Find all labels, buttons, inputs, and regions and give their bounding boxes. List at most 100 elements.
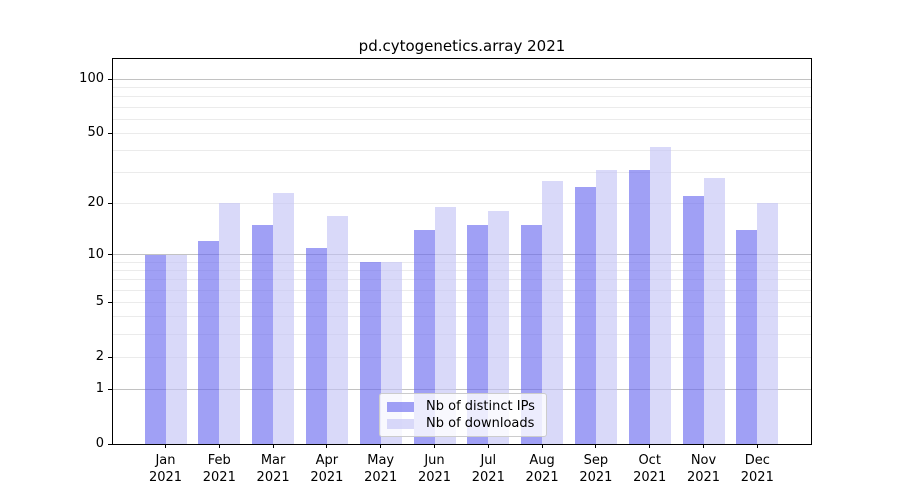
y-tick-label-2: 2 — [95, 349, 104, 365]
chart-title: pd.cytogenetics.array 2021 — [358, 37, 566, 55]
x-tick-year: 2021 — [417, 470, 452, 485]
x-tick-label-aug: Aug 2021 — [510, 452, 574, 486]
bar-ips-feb — [198, 241, 220, 444]
x-tick-month: Feb — [207, 453, 231, 468]
x-tick-mark-jun — [434, 444, 435, 448]
y-tick-label-10: 10 — [87, 246, 104, 262]
minor-gridline-5 — [113, 301, 811, 303]
x-tick-mark-apr — [326, 444, 328, 448]
bar-ips-aug — [521, 224, 543, 444]
y-tick-mark-1 — [108, 388, 112, 390]
x-tick-mark-mar — [272, 444, 274, 448]
y-tick-label-0: 0 — [95, 436, 104, 451]
bar-downloads-jul — [488, 211, 510, 444]
x-tick-year: 2021 — [633, 470, 667, 485]
y-tick-mark-10 — [108, 254, 112, 256]
minor-gridline-90 — [113, 87, 811, 89]
bar-ips-dec — [736, 230, 758, 444]
x-tick-year: 2021 — [471, 470, 505, 485]
bar-downloads-jun — [434, 207, 456, 444]
x-tick-year: 2021 — [148, 470, 183, 485]
legend: Nb of distinct IPs Nb of downloads — [379, 393, 547, 437]
x-tick-year: 2021 — [256, 470, 290, 485]
legend-label-downloads: Nb of downloads — [426, 416, 535, 431]
x-tick-mark-may — [380, 444, 382, 448]
x-tick-month: May — [367, 453, 395, 468]
minor-gridline-40 — [113, 150, 811, 152]
minor-gridline-60 — [113, 118, 811, 120]
x-tick-month: Jul — [480, 453, 497, 468]
minor-gridline-9 — [113, 261, 811, 263]
y-tick-mark-5 — [108, 301, 112, 303]
x-tick-month: Nov — [690, 453, 717, 468]
x-tick-label-feb: Feb 2021 — [187, 452, 251, 486]
legend-swatch-distinct-ips — [387, 401, 414, 412]
plot-area: Nb of distinct IPs Nb of downloads — [112, 58, 812, 445]
x-tick-month: Apr — [315, 453, 339, 468]
bar-ips-jan — [144, 254, 166, 444]
x-tick-mark-nov — [703, 444, 704, 448]
x-tick-month: Aug — [529, 453, 555, 468]
bar-downloads-mar — [273, 192, 295, 444]
minor-gridline-30 — [113, 172, 811, 174]
minor-gridline-20 — [113, 202, 811, 204]
minor-gridline-4 — [113, 316, 811, 318]
x-tick-month: Jan — [155, 453, 176, 468]
major-gridline-100 — [113, 78, 811, 80]
x-tick-mark-oct — [649, 444, 651, 448]
minor-gridline-8 — [113, 269, 811, 271]
legend-label-distinct-ips: Nb of distinct IPs — [426, 399, 535, 414]
bar-downloads-feb — [219, 203, 241, 444]
bar-downloads-apr — [326, 215, 348, 444]
bar-ips-apr — [305, 247, 327, 444]
x-tick-mark-dec — [756, 444, 758, 448]
y-tick-mark-2 — [108, 356, 112, 358]
y-tick-label-1: 1 — [95, 381, 104, 397]
x-tick-year: 2021 — [364, 470, 398, 485]
x-tick-month: Sep — [583, 453, 609, 468]
bar-downloads-oct — [649, 146, 671, 444]
y-tick-mark-20 — [108, 202, 112, 204]
y-tick-mark-50 — [108, 132, 112, 134]
bar-downloads-aug — [542, 180, 564, 444]
x-tick-mark-sep — [595, 444, 597, 448]
x-tick-mark-aug — [541, 444, 543, 448]
bar-downloads-dec — [757, 203, 779, 444]
y-tick-label-50: 50 — [87, 125, 104, 141]
bar-ips-may — [359, 262, 381, 444]
x-tick-mark-jul — [487, 444, 489, 448]
minor-gridline-6 — [113, 289, 811, 291]
bar-downloads-sep — [595, 170, 617, 444]
minor-gridline-3 — [113, 333, 811, 335]
bar-ips-jun — [413, 230, 435, 444]
legend-entry-downloads: Nb of downloads — [387, 415, 538, 432]
x-tick-year: 2021 — [740, 470, 774, 485]
x-tick-label-oct: Oct 2021 — [618, 452, 682, 486]
major-gridline-1 — [113, 388, 811, 390]
minor-gridline-7 — [113, 279, 811, 281]
minor-gridline-80 — [113, 96, 811, 98]
x-tick-label-mar: Mar 2021 — [241, 452, 305, 486]
x-tick-year: 2021 — [686, 470, 721, 485]
legend-entry-distinct-ips: Nb of distinct IPs — [387, 398, 538, 415]
bar-ips-mar — [252, 224, 274, 444]
x-tick-label-nov: Nov 2021 — [672, 452, 736, 486]
x-tick-label-jun: Jun 2021 — [403, 452, 467, 486]
x-tick-label-dec: Dec 2021 — [725, 452, 789, 486]
x-tick-year: 2021 — [525, 470, 559, 485]
legend-swatch-downloads — [387, 418, 414, 429]
x-tick-year: 2021 — [310, 470, 344, 485]
y-tick-label-20: 20 — [87, 195, 104, 211]
y-tick-label-100: 100 — [79, 71, 104, 87]
x-tick-month: Dec — [744, 453, 770, 468]
minor-gridline-70 — [113, 106, 811, 108]
y-tick-mark-0 — [108, 443, 112, 445]
x-tick-label-sep: Sep 2021 — [564, 452, 628, 486]
x-tick-year: 2021 — [202, 470, 236, 485]
y-tick-mark-100 — [108, 78, 112, 80]
x-tick-label-apr: Apr 2021 — [295, 452, 359, 486]
x-tick-label-may: May 2021 — [349, 452, 413, 486]
bar-ips-sep — [574, 186, 596, 444]
bar-downloads-nov — [703, 177, 725, 444]
